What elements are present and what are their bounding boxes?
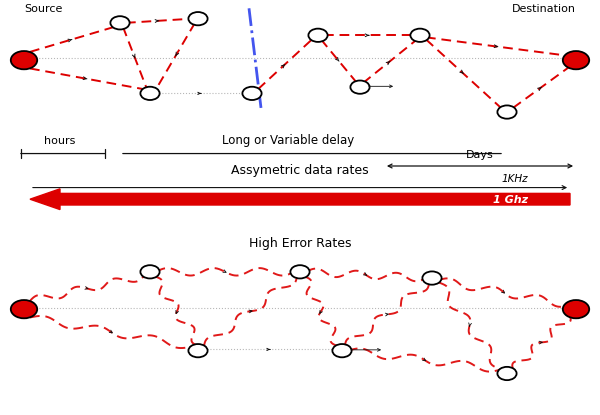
Circle shape (188, 344, 208, 357)
Circle shape (410, 29, 430, 42)
Text: Destination: Destination (512, 5, 576, 15)
Circle shape (422, 271, 442, 285)
Circle shape (563, 51, 589, 69)
Text: High Error Rates: High Error Rates (249, 237, 351, 250)
Text: Days: Days (466, 150, 494, 160)
Circle shape (563, 300, 589, 318)
Circle shape (11, 51, 37, 69)
Circle shape (350, 81, 370, 94)
Circle shape (332, 344, 352, 357)
Text: Assymetric data rates: Assymetric data rates (231, 164, 369, 177)
Circle shape (188, 12, 208, 25)
Text: 1KHz: 1KHz (502, 174, 528, 184)
Circle shape (497, 367, 517, 380)
Text: hours: hours (44, 137, 76, 146)
FancyArrow shape (30, 189, 570, 210)
Text: Long or Variable delay: Long or Variable delay (222, 134, 354, 147)
Circle shape (242, 87, 262, 100)
Circle shape (140, 87, 160, 100)
Circle shape (497, 105, 517, 119)
Circle shape (140, 265, 160, 278)
Circle shape (308, 29, 328, 42)
Circle shape (290, 265, 310, 278)
Circle shape (110, 16, 130, 29)
Text: Source: Source (24, 5, 62, 15)
Text: 1 Ghz: 1 Ghz (493, 195, 528, 205)
Circle shape (11, 300, 37, 318)
